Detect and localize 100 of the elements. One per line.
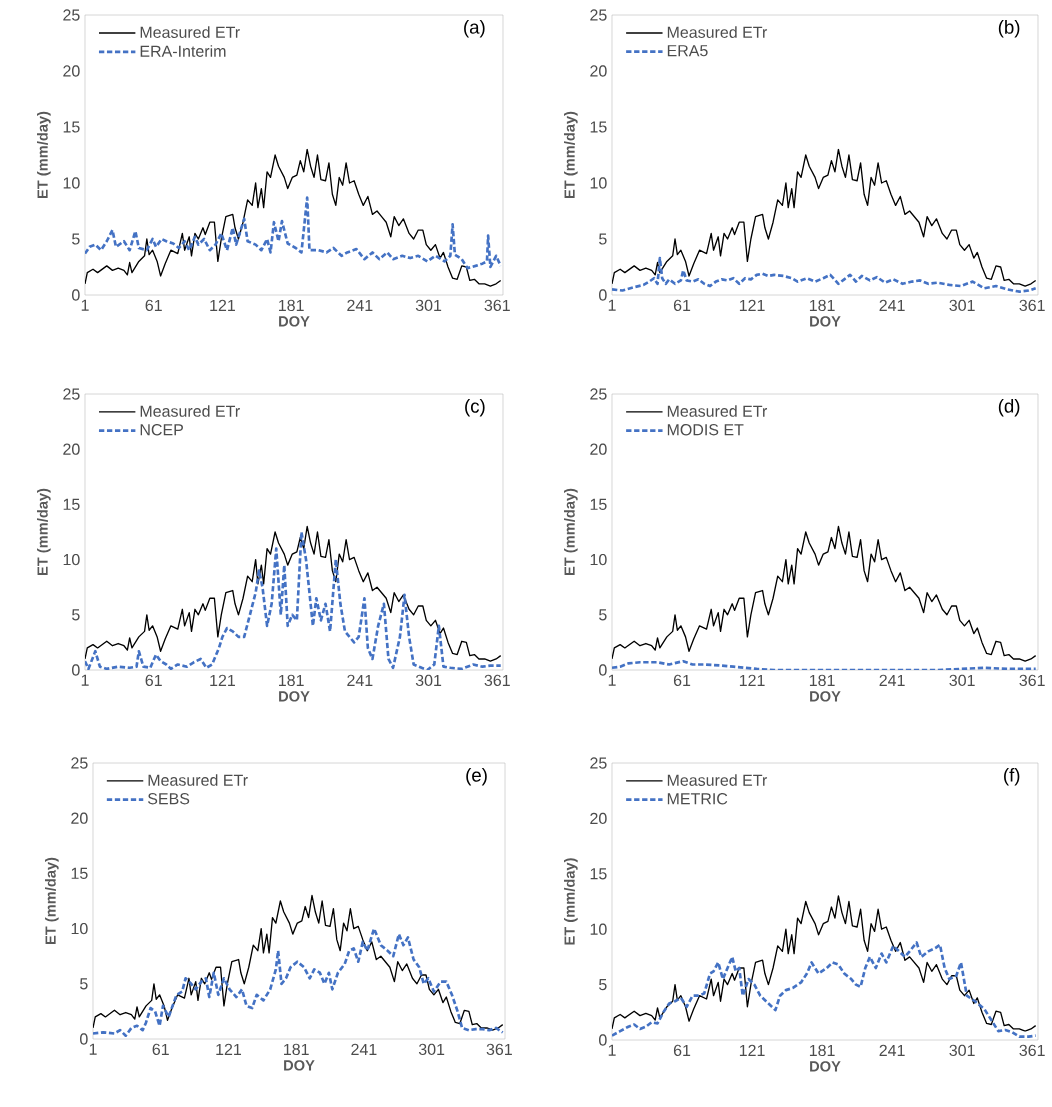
x-tick-label: 241 [879, 299, 905, 311]
x-tick-label: 241 [351, 1043, 377, 1055]
line-series [612, 941, 1037, 1039]
y-tick-label: 20 [590, 812, 607, 825]
y-tick-label: 20 [590, 65, 607, 77]
y-tick-label: 10 [63, 177, 80, 189]
x-tick-label: 241 [879, 1044, 905, 1056]
y-axis-title: ET (mm/day) [37, 111, 51, 199]
y-tick-label: 0 [72, 664, 80, 676]
line-series [93, 927, 505, 1038]
x-axis-title: DOY [279, 691, 310, 702]
chart-title: (f) [1004, 768, 1020, 786]
y-tick-label: 10 [590, 177, 607, 189]
legend-label: Measured ETr [140, 405, 240, 417]
x-tick-label: 181 [809, 674, 835, 687]
line-series [612, 525, 1037, 662]
x-axis-title: DOY [279, 316, 310, 327]
y-tick-label: 20 [590, 443, 607, 455]
y-tick-label: 15 [71, 867, 88, 879]
y-tick-label: 5 [80, 978, 88, 990]
y-tick-label: 25 [71, 757, 88, 769]
y-tick-label: 15 [590, 121, 607, 133]
y-axis-title: ET (mm/day) [564, 111, 578, 199]
x-tick-label: 1 [608, 299, 616, 311]
y-tick-label: 0 [80, 1033, 88, 1045]
x-tick-label: 61 [673, 1044, 691, 1057]
y-axis-title: ET (mm/day) [37, 488, 51, 576]
chart-title: (e) [466, 768, 487, 786]
line-series [85, 196, 503, 270]
x-tick-label: 361 [484, 674, 510, 687]
x-tick-label: 181 [279, 674, 304, 687]
x-tick-label: 1 [608, 1044, 616, 1056]
x-tick-label: 241 [347, 674, 373, 686]
y-tick-label: 15 [63, 121, 80, 133]
y-tick-label: 0 [72, 289, 80, 301]
y-tick-label: 0 [599, 664, 607, 676]
y-tick-label: 15 [590, 868, 607, 880]
chart-title: (a) [464, 20, 485, 38]
x-tick-label: 121 [210, 299, 235, 311]
y-tick-label: 5 [599, 979, 607, 991]
legend-label: NCEP [140, 424, 183, 436]
x-tick-label: 301 [949, 299, 975, 312]
y-tick-label: 20 [63, 65, 80, 77]
x-tick-label: 301 [415, 299, 442, 312]
x-tick-label: 181 [809, 299, 835, 312]
x-tick-label: 61 [145, 674, 162, 687]
chart-title: (c) [465, 398, 485, 417]
legend-label: Measured ETr [667, 405, 768, 417]
y-tick-label: 10 [63, 553, 80, 566]
x-tick-label: 121 [739, 299, 765, 311]
legend-label: MODIS ET [667, 424, 744, 436]
line-series [612, 256, 1037, 293]
line-series [93, 894, 504, 1031]
x-tick-label: 1 [608, 674, 616, 686]
x-tick-label: 61 [673, 299, 691, 312]
y-tick-label: 10 [590, 923, 607, 935]
x-tick-label: 301 [949, 674, 975, 687]
x-tick-label: 61 [145, 299, 162, 312]
x-tick-label: 361 [486, 1043, 512, 1056]
y-tick-label: 10 [590, 553, 607, 566]
x-tick-label: 181 [279, 299, 304, 312]
legend-label: Measured ETr [140, 26, 240, 38]
y-tick-label: 5 [599, 609, 607, 621]
x-tick-label: 121 [216, 1043, 242, 1055]
y-tick-label: 5 [599, 233, 607, 245]
x-axis-title: DOY [810, 1061, 841, 1072]
y-tick-label: 15 [63, 498, 80, 510]
y-tick-label: 15 [590, 498, 607, 510]
x-tick-label: 181 [809, 1044, 835, 1057]
y-tick-label: 5 [72, 609, 80, 621]
x-axis-title: DOY [284, 1060, 315, 1071]
x-tick-label: 241 [347, 299, 373, 311]
x-tick-label: 361 [484, 299, 510, 312]
y-tick-label: 5 [72, 233, 80, 245]
x-axis-title: DOY [810, 316, 841, 327]
x-tick-label: 301 [949, 1044, 975, 1057]
line-series [85, 148, 502, 287]
legend-label: Measured ETr [148, 774, 248, 786]
y-tick-label: 0 [599, 1034, 607, 1046]
chart-title: (b) [998, 20, 1020, 38]
x-tick-label: 1 [89, 1043, 97, 1055]
y-axis-title: ET (mm/day) [45, 857, 59, 945]
x-tick-label: 61 [152, 1043, 169, 1056]
x-tick-label: 361 [1019, 299, 1045, 312]
legend-label: ERA-Interim [140, 45, 226, 57]
y-tick-label: 25 [590, 388, 607, 400]
y-tick-label: 20 [71, 812, 88, 824]
legend-label: Measured ETr [667, 26, 768, 38]
legend-label: SEBS [147, 793, 190, 805]
x-tick-label: 1 [81, 674, 89, 686]
y-tick-label: 25 [590, 757, 607, 769]
x-tick-label: 301 [415, 674, 442, 687]
y-axis-title: ET (mm/day) [564, 858, 578, 945]
x-axis-title: DOY [810, 691, 841, 702]
x-tick-label: 121 [739, 1044, 765, 1056]
y-tick-label: 25 [590, 9, 607, 21]
y-axis-title: ET (mm/day) [564, 488, 578, 576]
y-tick-label: 25 [63, 9, 80, 21]
y-tick-label: 20 [63, 443, 80, 455]
x-tick-label: 61 [673, 674, 691, 687]
